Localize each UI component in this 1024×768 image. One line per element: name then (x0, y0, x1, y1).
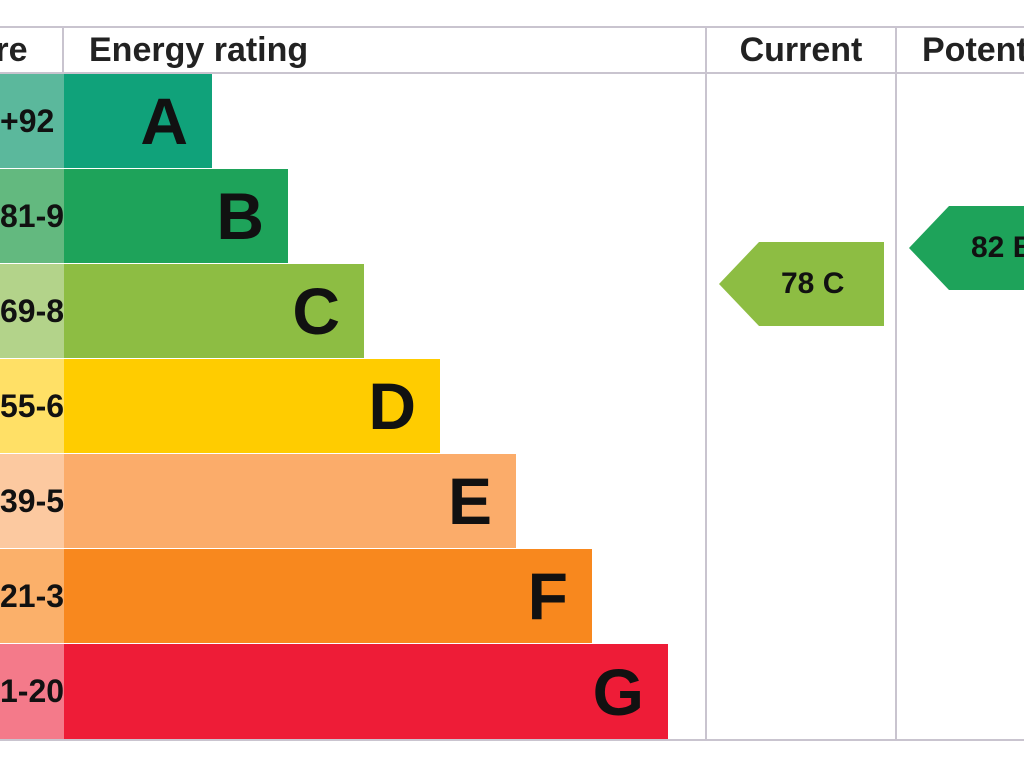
score-range-e: 39-54 (0, 454, 64, 548)
potential-rating-arrow: 82 B (909, 206, 1024, 290)
bottom-border (0, 739, 1024, 741)
band-g: G (64, 644, 668, 739)
energy-rating-header: Energy rating (89, 31, 309, 69)
current-header: Current (739, 31, 863, 69)
score-range-b: 81-91 (0, 169, 64, 263)
band-f: F (64, 549, 592, 643)
header-divider (0, 72, 1024, 74)
score-range-f: 21-38 (0, 549, 64, 643)
potential-column-divider (895, 26, 897, 741)
score-header: Score (0, 31, 28, 69)
band-c: C (64, 264, 364, 358)
score-range-g: 1-20 (0, 644, 64, 739)
score-range-a: 92+ (0, 74, 64, 168)
score-column-divider (62, 26, 64, 72)
potential-header: Potential (922, 31, 1024, 69)
band-b: B (64, 169, 288, 263)
score-range-d: 55-68 (0, 359, 64, 453)
score-range-c: 69-80 (0, 264, 64, 358)
current-rating-arrow: 78 C (719, 242, 884, 326)
band-a: A (64, 74, 212, 168)
band-e: E (64, 454, 516, 548)
band-d: D (64, 359, 440, 453)
top-border (0, 26, 1024, 28)
current-column-divider (705, 26, 707, 741)
